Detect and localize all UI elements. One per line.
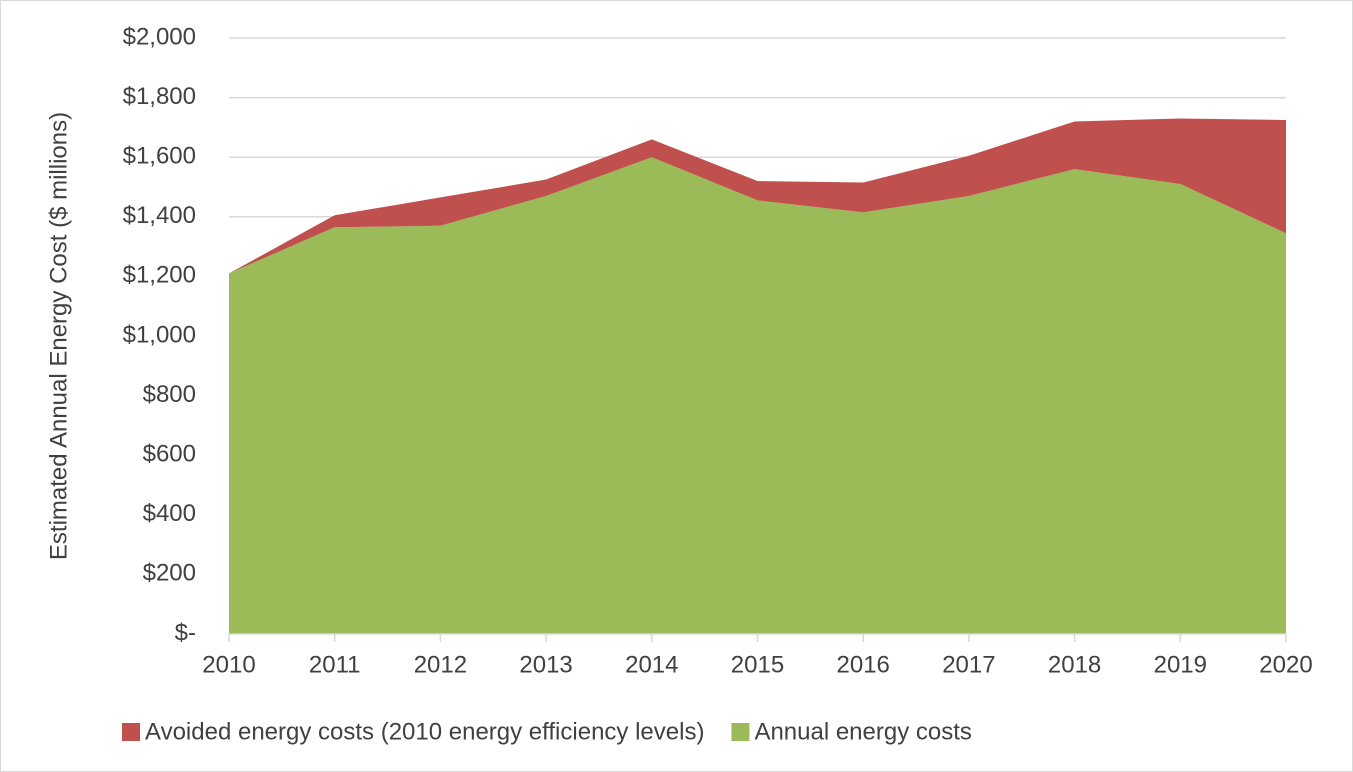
x-tick-label: 2018 (1048, 651, 1101, 678)
x-tick-label: 2014 (625, 651, 678, 678)
x-tick-label: 2012 (414, 651, 467, 678)
y-tick-label: $600 (143, 441, 196, 468)
x-tick-label: 2017 (942, 651, 995, 678)
x-tick-label: 2016 (837, 651, 890, 678)
y-tick-label: $- (175, 619, 196, 646)
y-tick-label: $2,000 (123, 23, 196, 50)
x-tick-label: 2019 (1154, 651, 1207, 678)
y-tick-label: $800 (143, 381, 196, 408)
y-tick-label: $200 (143, 560, 196, 587)
y-tick-label: $1,800 (123, 83, 196, 110)
y-tick-label: $400 (143, 500, 196, 527)
legend-label: Annual energy costs (754, 718, 971, 745)
y-tick-label: $1,600 (123, 143, 196, 170)
y-tick-label: $1,200 (123, 262, 196, 289)
x-tick-label: 2010 (202, 651, 255, 678)
x-tick-label: 2013 (519, 651, 572, 678)
x-tick-label: 2011 (309, 651, 361, 678)
y-tick-label: $1,400 (123, 202, 196, 229)
y-axis-title: Estimated Annual Energy Cost ($ millions… (45, 112, 72, 560)
legend-swatch (122, 723, 140, 741)
area (229, 118, 1286, 274)
y-tick-label: $1,000 (123, 321, 196, 348)
legend-swatch (731, 723, 750, 741)
x-tick-label: 2020 (1259, 651, 1312, 678)
x-tick-label: 2015 (731, 651, 784, 678)
legend-label: Avoided energy costs (2010 energy effici… (145, 718, 704, 745)
area (229, 157, 1286, 634)
